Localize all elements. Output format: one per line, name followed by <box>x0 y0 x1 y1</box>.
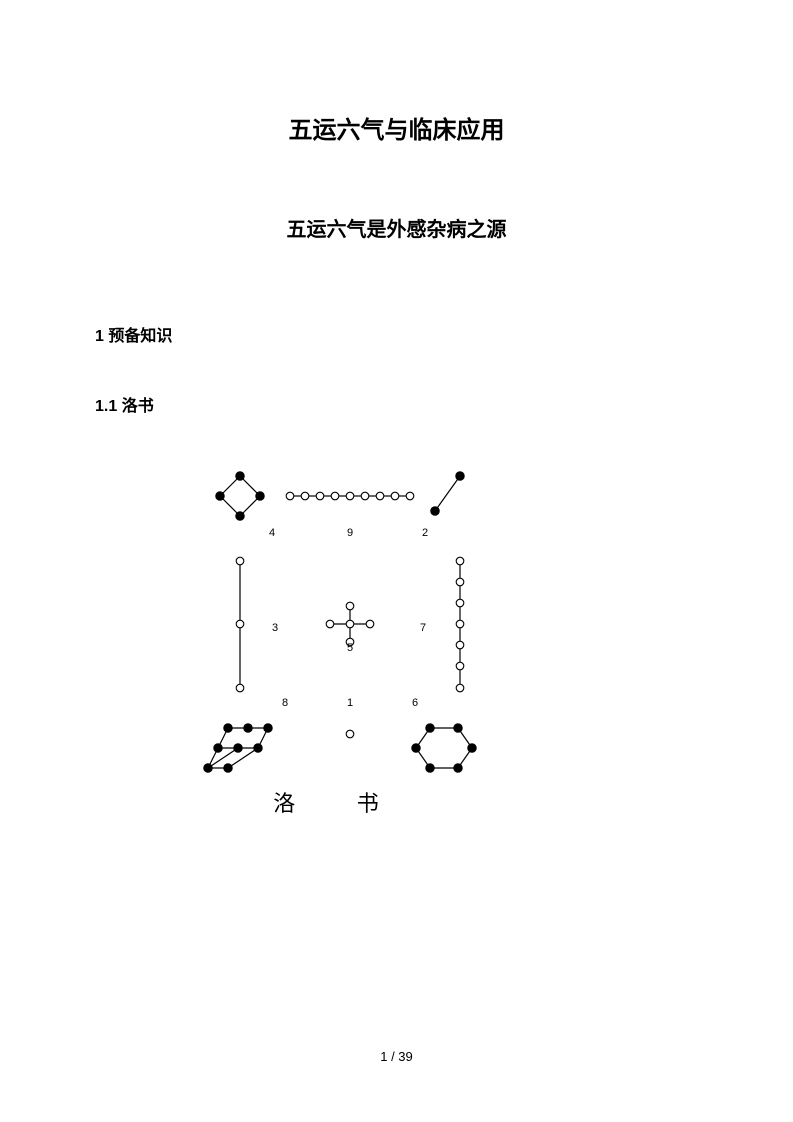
number-label: 9 <box>347 527 353 539</box>
g9_top <box>286 492 414 500</box>
g7_right <box>456 557 464 692</box>
number-label: 6 <box>412 697 418 709</box>
main-title: 五运六气与临床应用 <box>95 110 698 145</box>
number-label: 8 <box>282 697 288 709</box>
number-label: 2 <box>422 527 428 539</box>
g4_top_left <box>216 472 264 520</box>
g3_left <box>236 557 244 692</box>
section-1-1-heading: 1.1 洛书 <box>95 392 698 416</box>
number-label: 3 <box>272 622 278 634</box>
g2_top_right <box>431 472 464 515</box>
number-label: 5 <box>347 642 353 654</box>
luoshu-diagram: 4 9 2 3 5 7 8 1 6 洛 书 <box>180 456 500 818</box>
number-label: 4 <box>269 527 275 539</box>
subtitle: 五运六气是外感杂病之源 <box>95 213 698 242</box>
page-container: 五运六气与临床应用 五运六气是外感杂病之源 1 预备知识 1.1 洛书 4 9 2 3… <box>0 0 793 1122</box>
g1_bottom <box>346 730 354 738</box>
page-number: 1 / 39 <box>0 1049 793 1064</box>
luoshu-svg: 4 9 2 3 5 7 8 1 6 <box>180 456 500 786</box>
diagram-caption: 洛 书 <box>180 786 500 818</box>
number-label: 7 <box>420 622 426 634</box>
g5_center <box>326 602 374 646</box>
g8_bottom_left <box>204 724 272 772</box>
g6_bottom_right <box>412 724 476 772</box>
section-1-heading: 1 预备知识 <box>95 322 698 346</box>
number-label: 1 <box>347 697 353 709</box>
